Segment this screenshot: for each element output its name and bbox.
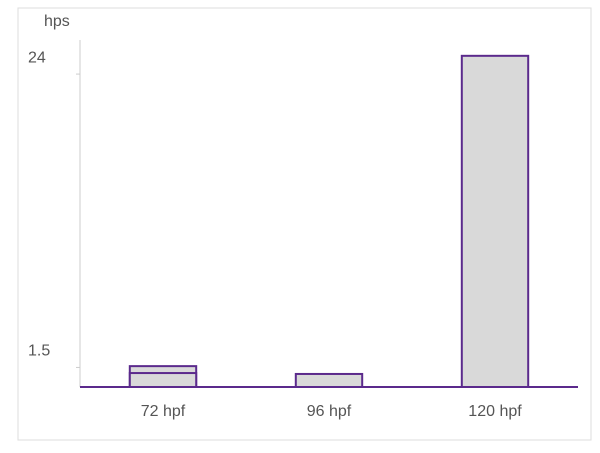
- frame: [17, 7, 592, 441]
- x-tick-label: 72 hpf: [141, 403, 186, 420]
- y-tick-label: 24: [28, 49, 46, 66]
- bar: [294, 372, 364, 389]
- bar: [128, 372, 198, 389]
- y-tick-label: 1.5: [28, 343, 50, 360]
- x-tick-label: 96 hpf: [307, 403, 352, 420]
- y-axis-label: hps: [44, 13, 70, 30]
- bar: [460, 54, 530, 388]
- x-tick-label: 120 hpf: [468, 403, 522, 420]
